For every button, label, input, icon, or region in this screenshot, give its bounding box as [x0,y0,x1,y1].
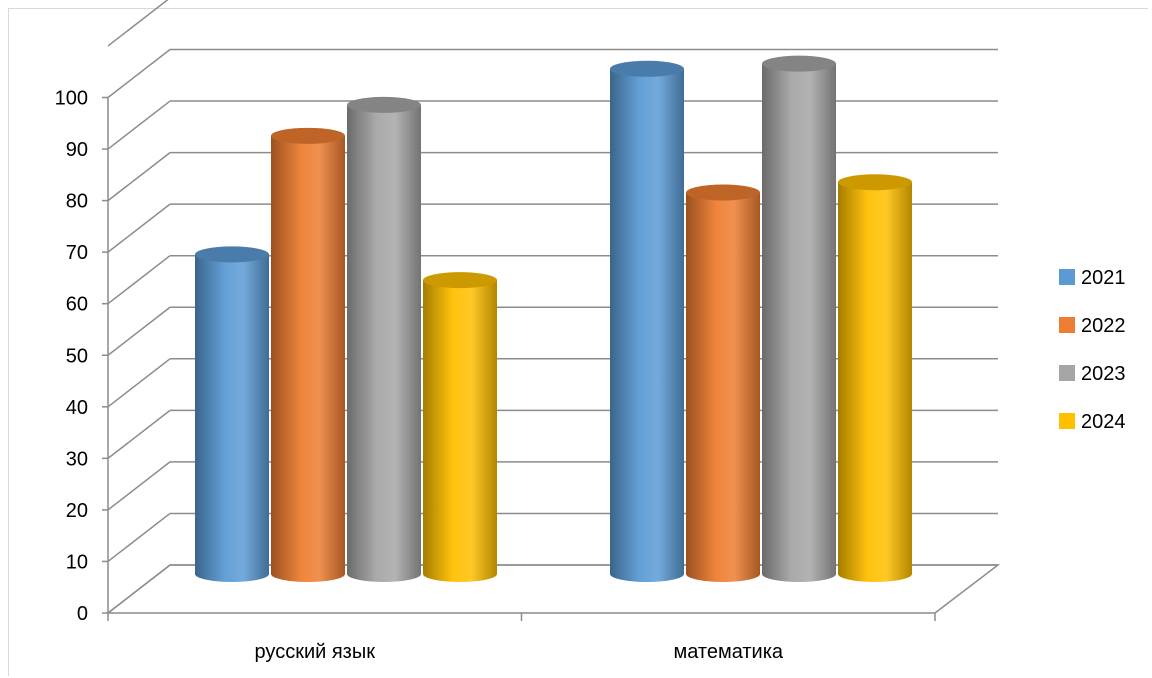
bar [762,55,836,582]
y-tick-label: 10 [66,551,88,573]
bar-top [271,127,345,144]
gridline-side [107,306,171,356]
bar [838,174,912,582]
axes [102,96,936,621]
category-label: русский язык [255,641,376,663]
gridline-side [107,100,171,150]
chart-frame [8,8,1148,676]
gridline-side [107,461,171,511]
bar-body [271,135,345,582]
bar-body [423,280,497,582]
bar-top [838,174,912,191]
gridline-side [107,0,169,47]
y-tick-label: 80 [66,191,88,213]
bar-body [347,104,421,583]
bar-top [610,60,684,77]
legend-swatch [1059,269,1075,285]
bar-body [762,63,836,582]
legend-label: 2021 [1081,267,1126,289]
category-label: математика [673,641,783,663]
legend-swatch [1059,413,1075,429]
y-tick-label: 0 [77,603,88,625]
bar [195,246,269,582]
bar-body [838,182,912,582]
bar [610,60,684,582]
bar [347,96,421,583]
gridline-side [107,358,171,408]
gridline-side [107,48,171,99]
bar-top [347,96,421,113]
bar-body [686,192,760,582]
legend-label: 2024 [1081,411,1126,433]
legend: 2021 2022 2023 2024 [1059,267,1126,433]
y-tick-label: 40 [66,397,88,419]
y-tick-labels: 0 10 20 30 40 50 60 70 80 90 100 [55,88,88,626]
y-tick-label: 70 [66,242,88,264]
gridline-side [107,564,171,614]
bars [195,55,912,583]
gridline-side [107,409,171,459]
bar-top [423,272,497,289]
y-tick-label: 20 [66,500,88,522]
bar-body [195,254,269,582]
y-tick-label: 30 [66,448,88,470]
bar [686,184,760,582]
bar-body [610,68,684,582]
y-tick-label: 100 [55,88,88,110]
gridline-side [107,203,171,253]
gridline-side [107,152,171,202]
bar-top [195,246,269,263]
legend-swatch [1059,365,1075,381]
legend-label: 2023 [1081,363,1126,385]
legend-swatch [1059,317,1075,333]
bar [423,272,497,582]
y-tick-label: 60 [66,294,88,316]
bar-top [686,184,760,201]
bar-top [762,55,836,72]
gridline-side [107,512,171,563]
y-tick-label: 90 [66,139,88,161]
legend-label: 2022 [1081,315,1126,337]
bar [271,127,345,582]
gridline-side [107,255,171,305]
category-labels: русский язык математика [255,641,784,663]
y-tick-label: 50 [66,345,88,367]
